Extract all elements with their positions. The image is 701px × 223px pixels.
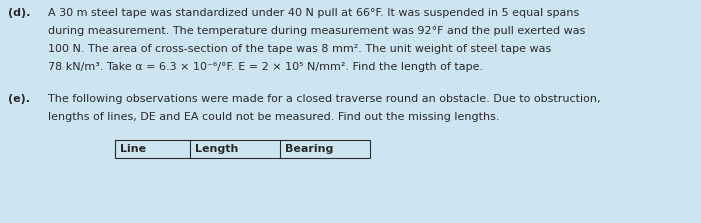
Text: The following observations were made for a closed traverse round an obstacle. Du: The following observations were made for…	[48, 94, 601, 104]
Text: 78 kN/m³. Take α = 6.3 × 10⁻⁶/°F. E = 2 × 10⁵ N/mm². Find the length of tape.: 78 kN/m³. Take α = 6.3 × 10⁻⁶/°F. E = 2 …	[48, 62, 483, 72]
Text: (d).: (d).	[8, 8, 30, 18]
Bar	[115, 140, 370, 158]
Text: Length: Length	[195, 144, 238, 154]
Text: during measurement. The temperature during measurement was 92°F and the pull exe: during measurement. The temperature duri…	[48, 26, 585, 36]
Text: A 30 m steel tape was standardized under 40 N pull at 66°F. It was suspended in : A 30 m steel tape was standardized under…	[48, 8, 579, 18]
Text: Bearing: Bearing	[285, 144, 334, 154]
Text: Line: Line	[120, 144, 146, 154]
Text: (e).: (e).	[8, 94, 30, 104]
Text: lengths of lines, DE and EA could not be measured. Find out the missing lengths.: lengths of lines, DE and EA could not be…	[48, 112, 500, 122]
Text: 100 N. The area of cross-section of the tape was 8 mm². The unit weight of steel: 100 N. The area of cross-section of the …	[48, 44, 551, 54]
